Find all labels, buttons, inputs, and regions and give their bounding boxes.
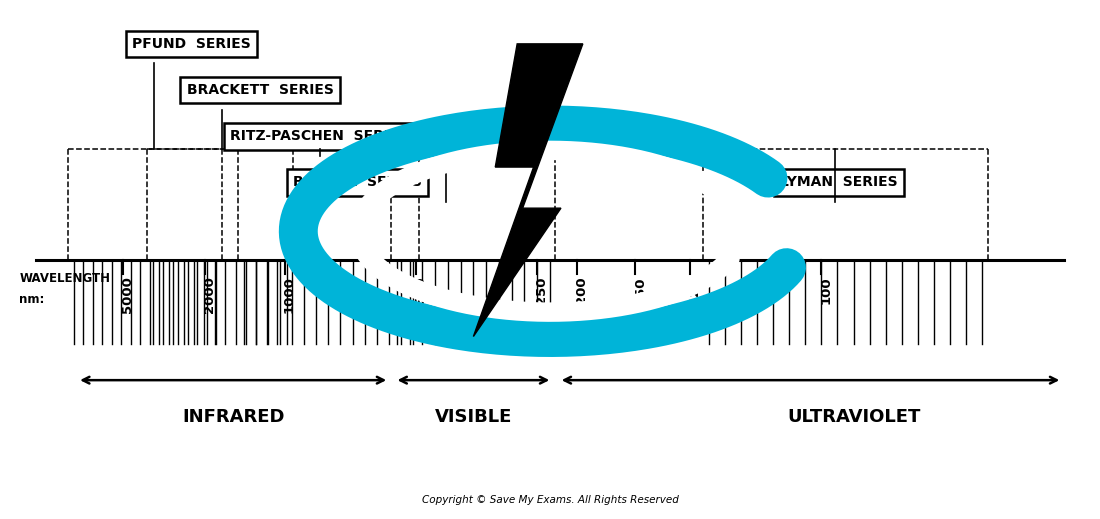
Text: PFUND  SERIES: PFUND SERIES — [132, 37, 251, 51]
Text: 250: 250 — [535, 277, 548, 304]
Text: WAVELENGTH: WAVELENGTH — [19, 272, 110, 285]
Text: VISIBLE: VISIBLE — [434, 408, 513, 427]
Text: LYMAN  SERIES: LYMAN SERIES — [780, 175, 898, 189]
Text: BRACKETT  SERIES: BRACKETT SERIES — [187, 83, 333, 97]
Text: 1000: 1000 — [283, 277, 296, 313]
Text: BALMER  SERIES: BALMER SERIES — [293, 175, 421, 189]
Text: 5000: 5000 — [121, 277, 134, 313]
Text: INFRARED: INFRARED — [182, 408, 285, 427]
Text: ULTRAVIOLET: ULTRAVIOLET — [788, 408, 921, 427]
Polygon shape — [473, 44, 583, 336]
Text: 150: 150 — [634, 277, 646, 304]
Text: 200: 200 — [575, 277, 589, 304]
Text: nm:: nm: — [19, 293, 45, 306]
Text: 100: 100 — [820, 277, 833, 304]
Text: Copyright © Save My Exams. All Rights Reserved: Copyright © Save My Exams. All Rights Re… — [421, 495, 679, 505]
Text: 500: 500 — [415, 277, 428, 304]
Text: 2000: 2000 — [204, 277, 216, 313]
Text: RITZ-PASCHEN  SERIES: RITZ-PASCHEN SERIES — [230, 129, 409, 143]
Text: 125: 125 — [688, 277, 701, 304]
